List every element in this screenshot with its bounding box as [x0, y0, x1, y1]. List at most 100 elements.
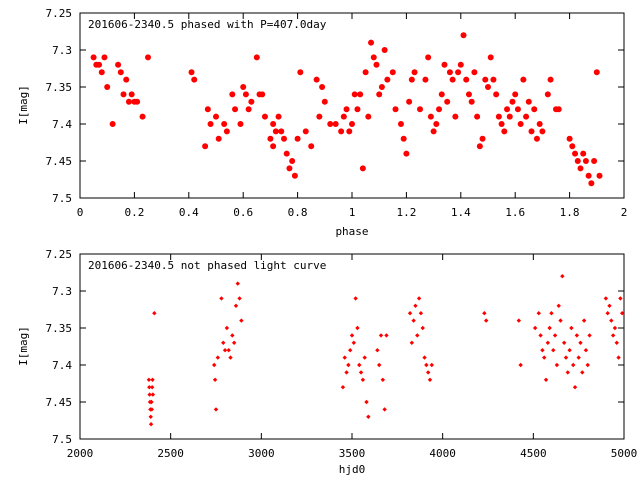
data-point: [358, 370, 364, 375]
data-point: [134, 98, 141, 105]
data-point: [427, 113, 434, 120]
data-point: [150, 377, 155, 382]
data-point: [528, 128, 535, 135]
data-point: [349, 333, 355, 338]
x-axis-label: phase: [335, 225, 368, 238]
data-point: [571, 362, 576, 368]
data-point: [618, 296, 623, 301]
data-point: [270, 143, 277, 150]
x-tick-label: 0.6: [233, 206, 253, 219]
data-point: [523, 113, 530, 120]
data-point: [346, 362, 351, 368]
data-point: [536, 121, 543, 127]
data-point: [101, 54, 108, 61]
data-point: [495, 113, 502, 120]
data-point: [232, 106, 239, 113]
data-point: [248, 98, 255, 105]
data-point: [516, 318, 522, 323]
data-point: [191, 76, 198, 83]
data-point: [482, 76, 489, 83]
data-point: [542, 355, 547, 360]
data-point: [593, 69, 600, 76]
data-point: [411, 318, 416, 323]
x-tick-label: 4000: [429, 447, 456, 460]
data-point: [286, 165, 293, 172]
y-tick-label: 7.3: [52, 285, 72, 298]
data-point: [616, 355, 621, 360]
x-tick-label: 0.8: [288, 206, 308, 219]
data-point: [364, 399, 369, 405]
data-point: [362, 355, 367, 360]
data-point: [228, 355, 233, 360]
data-point: [566, 135, 573, 142]
data-point: [316, 113, 323, 120]
data-point: [270, 121, 277, 127]
data-point: [239, 318, 244, 323]
data-point: [297, 69, 304, 76]
data-point: [587, 333, 592, 338]
plot-frame: [79, 12, 625, 199]
data-point: [349, 121, 355, 127]
data-point: [572, 150, 579, 157]
data-point: [509, 98, 516, 105]
data-point: [563, 355, 569, 360]
data-point: [465, 91, 472, 98]
x-tick-label: 0: [77, 206, 84, 219]
data-point: [416, 296, 422, 301]
data-point: [233, 303, 239, 308]
data-point: [596, 172, 603, 179]
data-point: [603, 296, 609, 301]
data-point: [471, 69, 478, 76]
data-point: [354, 106, 361, 113]
data-point: [351, 91, 358, 98]
data-point: [479, 135, 486, 142]
data-point: [229, 91, 236, 98]
y-axis-ticks: 7.25 7.3 7.35 7.4 7.45 7.5: [46, 7, 624, 205]
data-point: [504, 106, 511, 113]
data-point: [104, 84, 111, 90]
data-point: [384, 333, 389, 338]
phased-light-curve-panel: 7.25 7.3 7.35 7.4 7.45 7.5 0 0.2 0.4 0.6 0.8 1 1.2 1…: [17, 7, 627, 238]
data-point: [417, 106, 423, 113]
data-point: [215, 355, 221, 360]
data-point: [125, 98, 132, 105]
data-point: [544, 91, 551, 98]
data-point: [580, 370, 585, 375]
y-tick-label: 7.3: [52, 44, 72, 57]
data-point: [612, 325, 618, 331]
data-point: [614, 340, 619, 345]
data-point: [533, 135, 540, 142]
data-point: [438, 91, 445, 98]
data-point: [291, 172, 298, 179]
x-tick-label: 3500: [339, 447, 366, 460]
data-point: [148, 414, 153, 419]
data-point: [411, 69, 418, 76]
data-point: [619, 311, 625, 316]
data-point: [346, 128, 353, 135]
y-tick-label: 7.4: [52, 118, 72, 131]
data-point: [501, 128, 508, 135]
data-point: [512, 91, 519, 98]
data-point: [152, 311, 157, 316]
data-point: [609, 318, 614, 323]
data-point: [224, 325, 230, 331]
data-point: [261, 113, 268, 120]
data-point: [117, 69, 124, 76]
data-point: [572, 385, 578, 390]
data-point: [463, 76, 470, 83]
data-point: [578, 340, 583, 345]
data-point: [532, 325, 538, 331]
data-point: [556, 303, 561, 308]
data-point: [237, 121, 244, 127]
data-point: [128, 91, 135, 98]
data-point: [235, 281, 240, 286]
data-point: [294, 135, 301, 142]
x-axis-ticks: 2000 2500 3000 3500 4000 4500 5000: [67, 254, 637, 460]
data-point: [483, 318, 489, 323]
data-point: [146, 377, 152, 382]
data-point: [96, 61, 103, 68]
data-point: [517, 121, 524, 127]
y-tick-label: 7.35: [46, 322, 73, 335]
data-point: [424, 362, 429, 368]
data-point: [577, 165, 584, 172]
